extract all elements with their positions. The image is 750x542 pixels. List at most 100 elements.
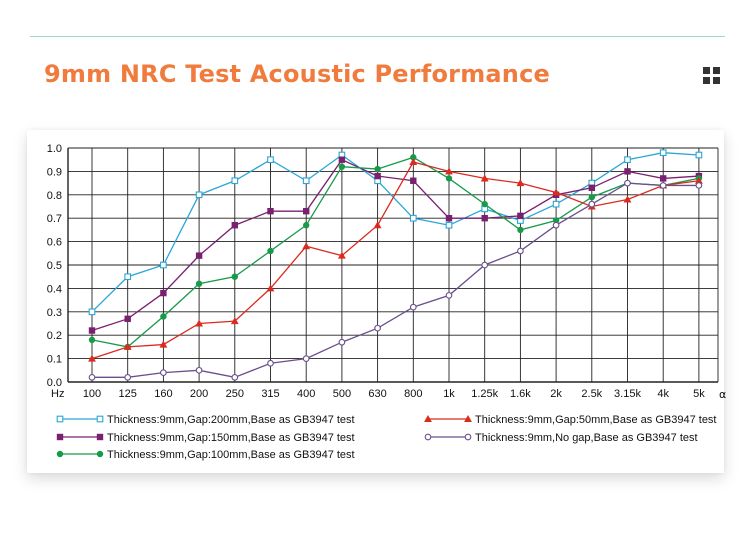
data-point [230, 317, 239, 325]
data-point [88, 336, 96, 344]
data-point [160, 313, 167, 320]
data-point [588, 200, 596, 208]
data-point [374, 324, 381, 332]
grid-menu-icon-cell [703, 67, 710, 74]
data-point [409, 303, 417, 311]
series-3 [88, 154, 703, 351]
page-title: 9mm NRC Test Acoustic Performance [44, 60, 550, 88]
data-point [445, 214, 453, 222]
x-tick-label: 630 [368, 388, 386, 400]
grid-menu-icon[interactable] [703, 67, 720, 84]
legend-item: Thickness:9mm,Gap:200mm,Base as GB3947 t… [56, 414, 355, 426]
data-point [624, 168, 631, 175]
data-point [231, 273, 238, 280]
legend-label: Thickness:9mm,Gap:100mm,Base as GB3947 t… [107, 449, 355, 461]
series-line [91, 156, 700, 348]
y-tick-label: 0.4 [47, 283, 62, 295]
data-point [588, 193, 595, 201]
data-point [88, 354, 96, 362]
data-point [373, 221, 382, 229]
data-point [695, 151, 703, 159]
x-tick-label: 2.5k [581, 388, 602, 400]
series-line [91, 158, 699, 332]
data-point [338, 338, 346, 346]
series-5 [88, 179, 703, 381]
series-4 [88, 158, 703, 362]
data-point [517, 226, 524, 234]
y-tick-label: 0.2 [47, 330, 62, 342]
data-point [659, 182, 667, 189]
data-point [338, 156, 346, 163]
legend-marker [56, 450, 64, 458]
data-point [267, 207, 274, 215]
legend-marker [96, 415, 104, 423]
data-point [552, 221, 560, 229]
x-tick-label: 1k [443, 388, 455, 400]
y-tick-label: 0.1 [47, 354, 62, 366]
x-tick-label: 100 [83, 388, 101, 400]
data-point [159, 340, 168, 348]
data-point [517, 212, 524, 220]
legend-marker [464, 433, 472, 441]
data-point [516, 179, 525, 187]
series-2 [88, 156, 703, 334]
data-point [660, 175, 667, 182]
series-1 [88, 149, 703, 316]
x-tick-label: 125 [119, 388, 137, 400]
legend-marker [424, 433, 432, 441]
data-point [231, 222, 238, 229]
data-point [623, 195, 632, 203]
x-tick-label: 4k [657, 388, 669, 400]
chart-legend: Thickness:9mm,Gap:200mm,Base as GB3947 t… [56, 414, 717, 461]
y-tick-label: 0.7 [47, 213, 62, 225]
data-point [445, 292, 453, 299]
x-tick-label: 250 [226, 388, 244, 400]
data-point [302, 242, 311, 250]
data-point [445, 221, 453, 229]
data-point [338, 163, 346, 170]
data-point [302, 355, 310, 362]
data-point [267, 247, 274, 255]
y-tick-label: 0.6 [47, 237, 62, 249]
data-point [302, 177, 310, 185]
legend-marker [56, 433, 64, 441]
x-tick-label: 315 [261, 388, 279, 400]
legend-item: Thickness:9mm,No gap,Base as GB3947 test [424, 432, 698, 444]
data-point [337, 251, 346, 259]
data-point [195, 252, 203, 259]
data-point [303, 222, 310, 229]
data-point [195, 191, 203, 199]
data-point [659, 149, 667, 157]
series-line [91, 152, 699, 313]
legend-label: Thickness:9mm,Gap:50mm,Base as GB3947 te… [475, 414, 717, 426]
grid-menu-icon-cell [713, 67, 720, 74]
data-point [88, 373, 96, 381]
data-point [231, 373, 239, 381]
x-tick-label: 1.6k [510, 388, 531, 400]
data-point [480, 174, 489, 182]
data-point [160, 369, 167, 376]
x-tick-label: 500 [333, 388, 351, 400]
data-point [552, 200, 560, 208]
data-point [124, 315, 131, 323]
data-point [374, 172, 381, 180]
y-tick-label: 0.9 [47, 166, 62, 178]
data-point [409, 158, 418, 166]
x-tick-label: 200 [190, 388, 208, 400]
data-point [267, 156, 274, 164]
y-tick-label: 0.3 [47, 307, 62, 319]
x-tick-label: 800 [404, 388, 422, 400]
legend-item: Thickness:9mm,Gap:100mm,Base as GB3947 t… [56, 449, 355, 461]
series-line [91, 161, 699, 360]
data-point [195, 366, 203, 374]
x-tick-label: 1.25k [471, 388, 498, 400]
legend-item: Thickness:9mm,Gap:150mm,Base as GB3947 t… [56, 432, 355, 444]
x-tick-label: 2k [550, 388, 562, 400]
chart-axes: 0.0 0.1 0.2 0.3 0.4 0.5 0.6 0.7 0.8 0.9 1.0 100 125 1… [47, 143, 727, 401]
data-point [160, 261, 167, 269]
legend-marker [424, 414, 432, 423]
chart-series [88, 149, 703, 381]
data-point [195, 319, 204, 327]
data-point [409, 214, 417, 222]
data-point [695, 182, 703, 189]
